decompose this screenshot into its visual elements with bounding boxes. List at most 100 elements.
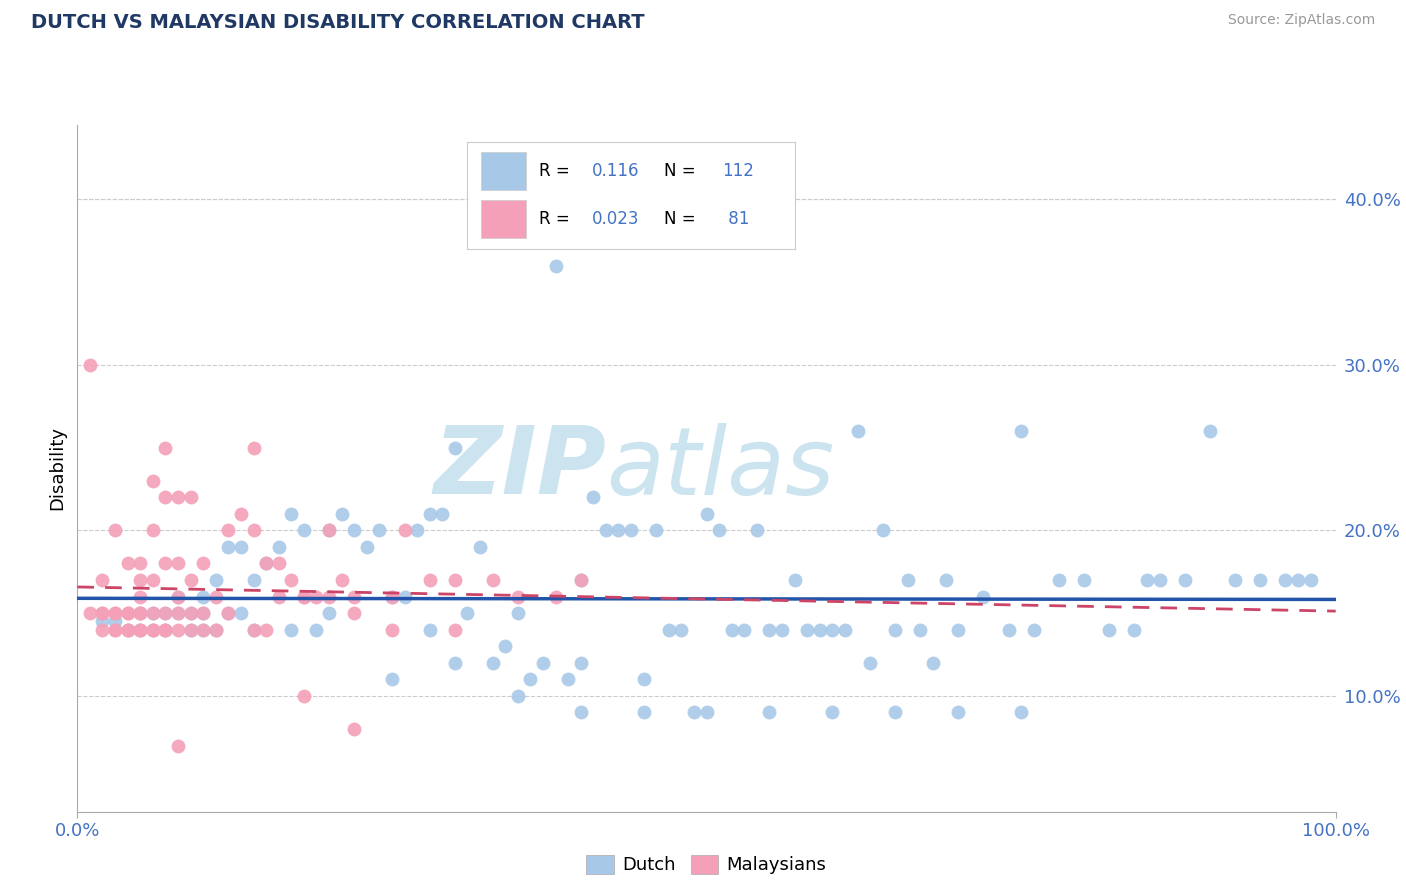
Point	[129, 573, 152, 587]
Point	[368, 524, 391, 538]
Point	[117, 606, 139, 620]
Point	[544, 259, 567, 273]
Point	[330, 507, 353, 521]
Point	[204, 623, 226, 637]
Point	[1149, 573, 1171, 587]
Point	[254, 557, 277, 571]
Point	[343, 524, 366, 538]
Point	[1073, 573, 1095, 587]
Point	[997, 623, 1019, 637]
Point	[242, 524, 264, 538]
Point	[1010, 424, 1032, 438]
Point	[595, 524, 617, 538]
Point	[1274, 573, 1296, 587]
Point	[242, 573, 264, 587]
Point	[696, 706, 718, 720]
Point	[280, 623, 302, 637]
Point	[217, 606, 239, 620]
Point	[155, 623, 177, 637]
Point	[242, 623, 264, 637]
Point	[180, 623, 202, 637]
Y-axis label: Disability: Disability	[48, 426, 66, 510]
Point	[142, 623, 165, 637]
Point	[155, 490, 177, 504]
Point	[142, 474, 165, 488]
Point	[381, 623, 404, 637]
Point	[758, 623, 780, 637]
Point	[506, 590, 529, 604]
Point	[117, 623, 139, 637]
Point	[1249, 573, 1271, 587]
Point	[1199, 424, 1222, 438]
Point	[167, 606, 190, 620]
Point	[633, 673, 655, 687]
Point	[217, 524, 239, 538]
Point	[607, 524, 630, 538]
Point	[292, 590, 315, 604]
Point	[330, 573, 353, 587]
Point	[381, 673, 404, 687]
Point	[129, 623, 152, 637]
Point	[91, 573, 114, 587]
Point	[922, 656, 945, 670]
Point	[645, 524, 668, 538]
Point	[91, 606, 114, 620]
Point	[280, 573, 302, 587]
Point	[117, 623, 139, 637]
Point	[808, 623, 831, 637]
Point	[745, 524, 768, 538]
Point	[104, 615, 127, 629]
Point	[180, 573, 202, 587]
Point	[1010, 706, 1032, 720]
Point	[456, 606, 478, 620]
Point	[167, 739, 190, 753]
Point	[217, 540, 239, 554]
Point	[1174, 573, 1197, 587]
Point	[191, 623, 215, 637]
Point	[859, 656, 882, 670]
Text: Source: ZipAtlas.com: Source: ZipAtlas.com	[1227, 13, 1375, 28]
Point	[155, 606, 177, 620]
Point	[180, 490, 202, 504]
Point	[142, 606, 165, 620]
Point	[104, 606, 127, 620]
Point	[658, 623, 681, 637]
Point	[569, 656, 592, 670]
Point	[846, 424, 869, 438]
Point	[254, 557, 277, 571]
Point	[733, 623, 755, 637]
Text: ZIP: ZIP	[433, 422, 606, 515]
Legend: Dutch, Malaysians: Dutch, Malaysians	[579, 848, 834, 881]
Point	[191, 606, 215, 620]
Point	[242, 623, 264, 637]
Point	[1022, 623, 1045, 637]
Point	[292, 689, 315, 703]
Point	[468, 540, 491, 554]
Point	[356, 540, 378, 554]
Point	[796, 623, 818, 637]
Point	[444, 573, 467, 587]
Point	[419, 573, 441, 587]
Point	[444, 623, 467, 637]
Point	[884, 706, 907, 720]
Point	[104, 606, 127, 620]
Point	[1136, 573, 1159, 587]
Point	[318, 590, 340, 604]
Point	[343, 606, 366, 620]
Point	[444, 656, 467, 670]
Point	[129, 623, 152, 637]
Point	[129, 623, 152, 637]
Point	[267, 557, 290, 571]
Point	[155, 557, 177, 571]
Point	[191, 557, 215, 571]
Point	[305, 623, 328, 637]
Point	[872, 524, 894, 538]
Point	[191, 590, 215, 604]
Point	[557, 673, 579, 687]
Point	[696, 507, 718, 521]
Point	[1223, 573, 1246, 587]
Point	[204, 573, 226, 587]
Point	[972, 590, 994, 604]
Point	[129, 590, 152, 604]
Point	[191, 606, 215, 620]
